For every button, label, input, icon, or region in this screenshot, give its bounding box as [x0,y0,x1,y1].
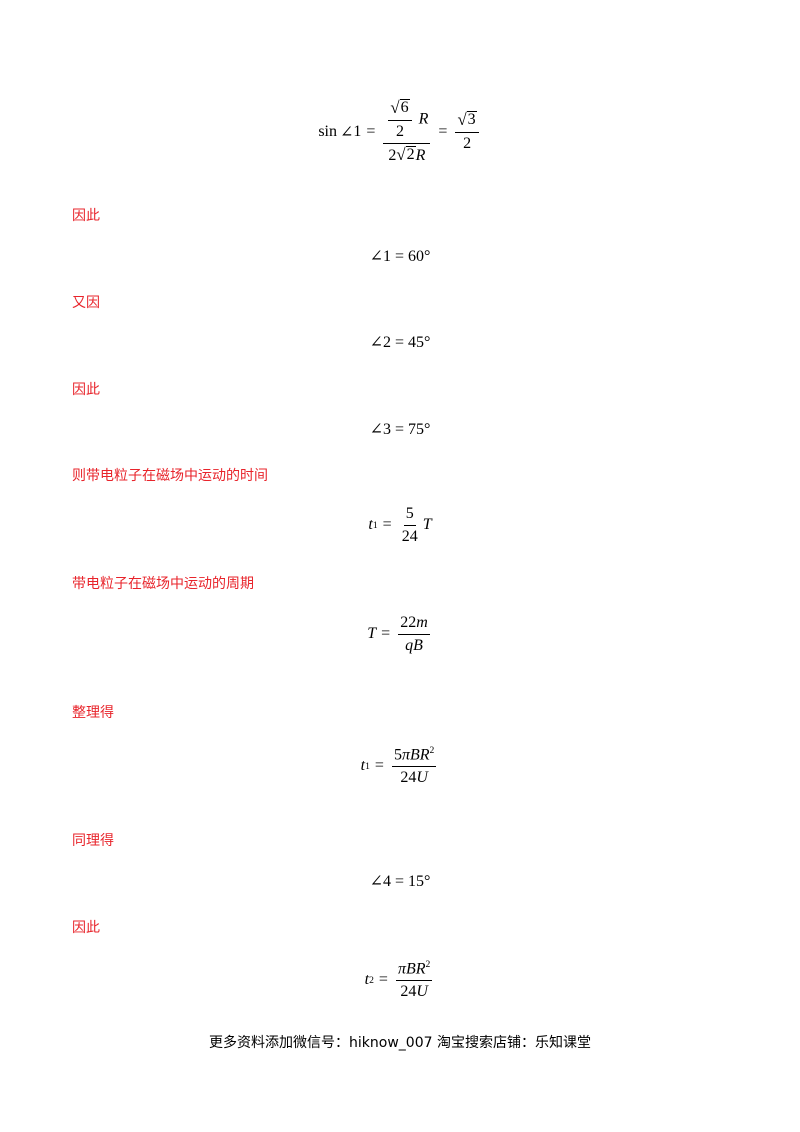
angle-symbol: ∠ [339,124,354,141]
equation-period: T = 22m qB [0,610,800,658]
page-footer: 更多资料添加微信号：hiknow_007 淘宝搜索店铺：乐知课堂 [209,1035,591,1051]
var-T: T [422,516,432,533]
var-t: t [364,971,370,988]
label-therefore-1: 因此 [72,208,100,224]
denominator: 24U [400,983,428,1001]
equation-angle-3: ∠3 = 75° [369,421,431,438]
label-also-because: 又因 [72,295,100,311]
label-therefore-3: 因此 [72,920,100,936]
denominator: qB [405,636,423,654]
equals-sign: = [381,625,391,642]
var-t: t [368,516,373,533]
sqrt-6: √ 6 [390,98,410,117]
label-rearranged: 整理得 [72,705,114,721]
numerator: 22m [398,614,430,635]
inner-fraction: √ 6 2 [388,98,412,141]
equation-sin-angle-1: sin ∠ 1 = √ 6 2 R 2 √ 2 R = [0,92,800,172]
label-motion-time: 则带电粒子在磁场中运动的时间 [72,468,268,484]
sub-1: 1 [365,760,370,772]
sqrt-2: √ 2 [396,145,416,164]
equals-sign: = [366,123,376,140]
fraction-5-24: 5 24 [400,505,420,546]
sin-label: sin [318,123,337,140]
var-R: R [418,110,429,128]
equals-sign: = [382,516,392,533]
sqrt-3: √ 3 [457,110,477,129]
denominator: 24 [401,527,418,545]
label-motion-period: 带电粒子在磁场中运动的周期 [72,576,254,592]
var-T: T [367,625,377,642]
main-denominator: 2 √ 2 R [388,145,426,164]
angle-number: 1 [353,123,362,140]
var-t: t [360,757,366,774]
fraction-22m-qB: 22m qB [398,614,430,655]
equation-angle-4: ∠4 = 15° [369,873,431,890]
denominator: 24U [400,769,428,787]
label-similarly: 同理得 [72,833,114,849]
equals-sign-2: = [438,123,448,140]
sub-1: 1 [372,519,378,531]
sub-2: 2 [369,974,374,986]
equals-sign: = [374,757,384,774]
equation-angle-2: ∠2 = 45° [369,334,431,351]
result-fraction: √ 3 2 [455,110,479,153]
fraction-5piBR2-24U: 5πBR2 24U [391,745,437,787]
equals-sign: = [378,971,388,988]
numerator: 5πBR2 [391,745,437,768]
fraction-piBR2-24U: πBR2 24U [395,959,433,1001]
inner-denominator: 2 [396,123,405,140]
numerator: πBR2 [395,959,433,982]
inner-numerator: √ 6 [388,98,412,121]
main-fraction: √ 6 2 R 2 √ 2 R [383,98,431,165]
label-therefore-2: 因此 [72,382,100,398]
result-denominator: 2 [463,135,472,152]
result-numerator: √ 3 [455,110,479,133]
equation-angle-1: ∠1 = 60° [369,248,431,265]
main-numerator: √ 6 2 R [383,98,431,144]
numerator: 5 [403,505,416,526]
